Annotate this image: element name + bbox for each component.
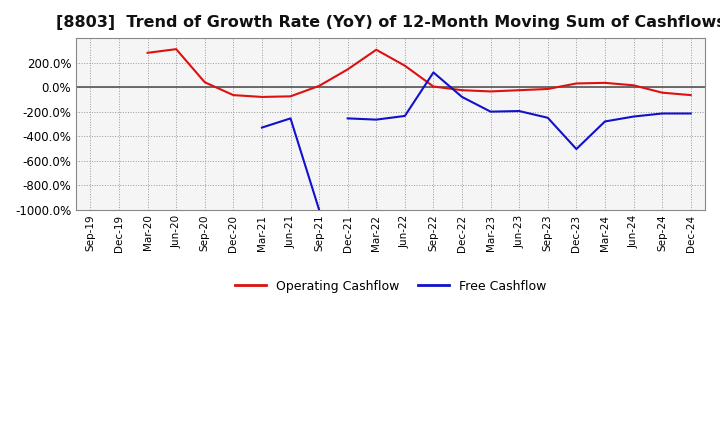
Legend: Operating Cashflow, Free Cashflow: Operating Cashflow, Free Cashflow — [230, 275, 552, 298]
Title: [8803]  Trend of Growth Rate (YoY) of 12-Month Moving Sum of Cashflows: [8803] Trend of Growth Rate (YoY) of 12-… — [55, 15, 720, 30]
